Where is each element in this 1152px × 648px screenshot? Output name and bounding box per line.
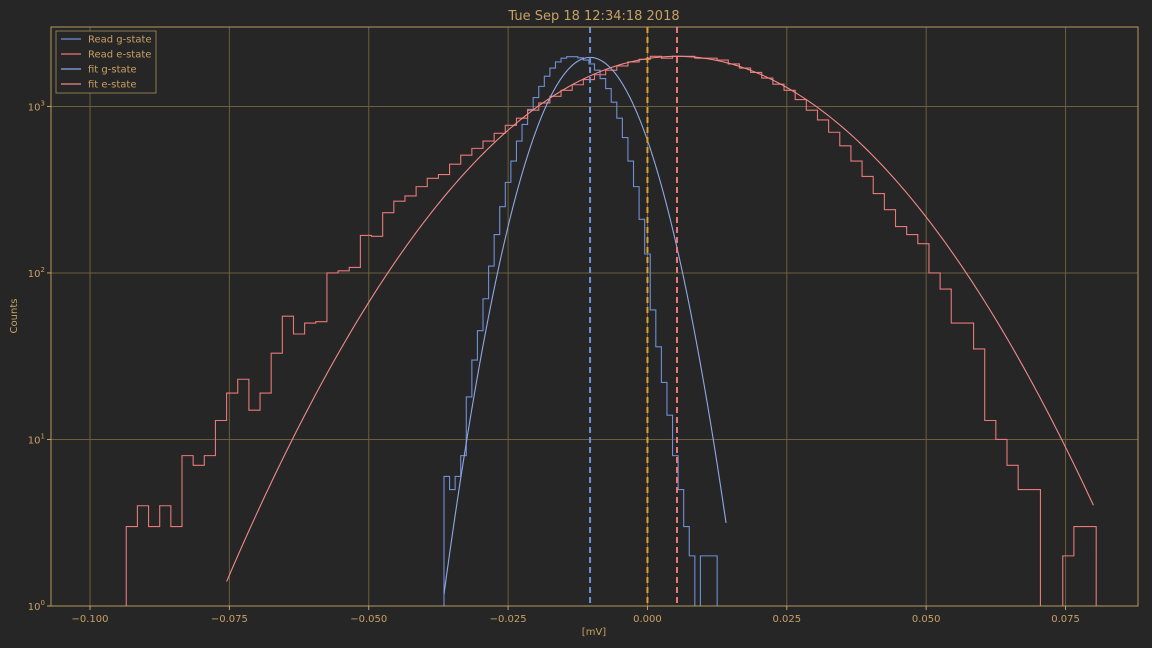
x-axis-label: [mV] [582, 627, 606, 638]
y-tick-label: 102 [28, 266, 45, 280]
x-axis-ticks: −0.100 −0.075 −0.050 −0.025 0.000 0.025 0.050 0… [72, 606, 1080, 625]
y-axis-ticks: 100 101 102 103 [28, 99, 51, 613]
threshold-lines [589, 27, 679, 606]
legend-entry: fit e-state [88, 80, 137, 91]
x-tick-label: 0.000 [633, 614, 662, 625]
y-tick-label: 103 [28, 99, 45, 113]
legend-box [55, 30, 157, 94]
x-tick-label: 0.075 [1051, 614, 1080, 625]
series-fit-e-state [226, 55, 1094, 582]
y-tick-label: 100 [28, 599, 45, 613]
series-read-g-state [443, 56, 729, 607]
series-layer [125, 55, 1097, 607]
legend: Read g-state Read e-state fit g-state fit e… [55, 30, 157, 94]
y-axis-label: Counts [9, 299, 20, 334]
chart-title: Tue Sep 18 12:34:18 2018 [507, 9, 679, 24]
x-tick-label: −0.050 [350, 614, 387, 625]
legend-entry: Read g-state [88, 35, 152, 46]
x-tick-label: −0.100 [72, 614, 109, 625]
series-fit-g-state [443, 56, 727, 595]
grid-lines [51, 27, 1138, 606]
x-tick-label: −0.025 [490, 614, 527, 625]
x-tick-label: 0.050 [912, 614, 941, 625]
series-read-e-state [125, 55, 1097, 607]
axes-frame [50, 26, 1139, 607]
x-tick-label: 0.025 [772, 614, 801, 625]
legend-entry: fit g-state [88, 65, 137, 76]
x-tick-label: −0.075 [211, 614, 248, 625]
legend-entry: Read e-state [88, 50, 151, 61]
y-tick-label: 101 [28, 432, 45, 446]
